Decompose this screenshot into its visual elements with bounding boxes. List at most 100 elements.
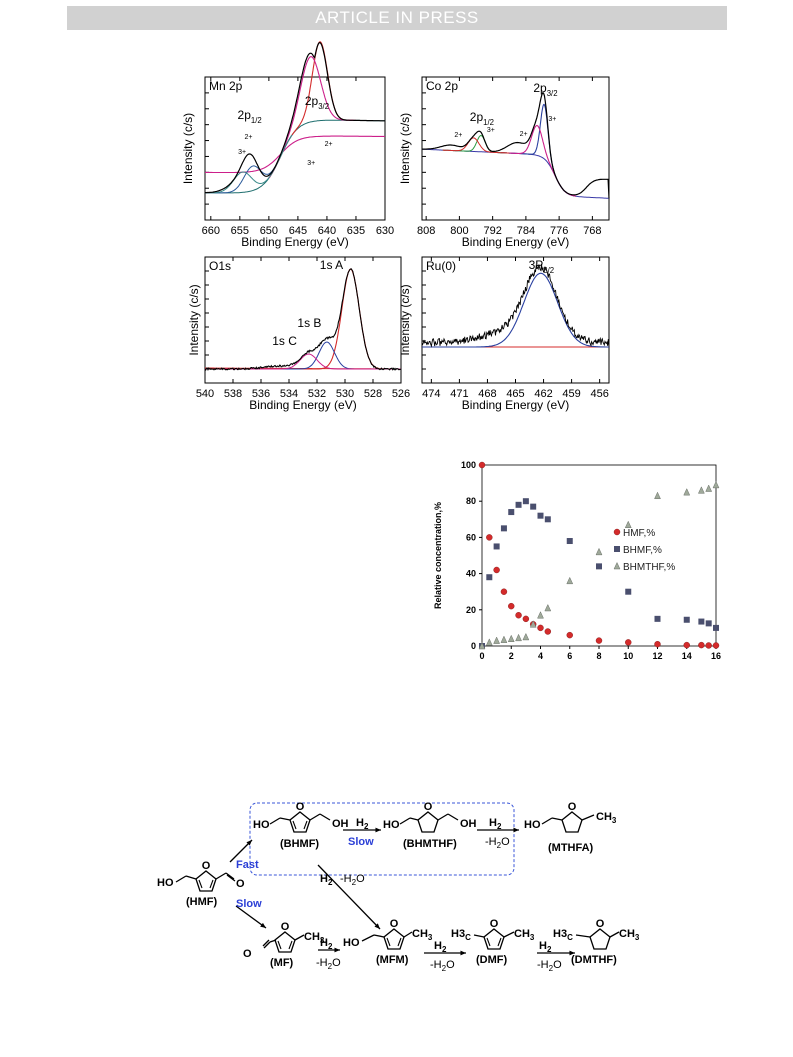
panel-frame <box>204 76 386 221</box>
arrow-head <box>569 950 575 956</box>
data-point-square <box>698 618 705 625</box>
x-tick-label: 660 <box>202 225 220 237</box>
y-tick-label: 0 <box>471 641 476 651</box>
mfm-name: (MFM) <box>376 954 409 966</box>
x-tick-label: 14 <box>682 651 692 661</box>
x-tick-label: 462 <box>534 388 552 400</box>
ru-3p-3-2-label: 3P3/2 <box>529 258 555 275</box>
co-2p-3-2-label: 2p3/2 <box>533 81 557 98</box>
x-axis-label: Binding Energy (eV) <box>462 235 569 249</box>
x-tick-label: 640 <box>318 225 336 237</box>
h2-label: H2 <box>320 873 333 887</box>
y-axis-label: Relative concentration,% <box>433 502 443 609</box>
water-label: -H2O <box>537 959 562 973</box>
bond <box>225 872 235 880</box>
bond <box>309 813 321 821</box>
xps-panel-mn2p: 660 655 650 645 640 635 630 Binding Energy (eV)… <box>181 41 394 249</box>
y-tick-label: 60 <box>466 532 476 542</box>
ring-oxygen: O <box>596 918 605 930</box>
data-point-circle <box>654 640 661 648</box>
mthfa-ch3: CH3 <box>596 811 617 825</box>
o1s-a-label: 1s A <box>320 258 343 272</box>
h2-label: H2 <box>434 940 447 954</box>
xps-panel-ru0: 474 471 468 465 462 459 456 Binding Energy (eV)… <box>398 256 610 412</box>
mf-name: (MF) <box>270 957 294 969</box>
arrow-head <box>374 923 380 929</box>
bond <box>399 817 411 825</box>
data-point-triangle <box>683 488 691 496</box>
mthfa-ho: HO <box>524 819 541 831</box>
arrow-head <box>460 950 466 956</box>
data-point-square <box>544 516 551 523</box>
bond <box>263 941 271 949</box>
x-tick-label: 4 <box>538 651 543 661</box>
mfm-ch3: CH3 <box>412 928 433 942</box>
data-point-square <box>486 574 493 581</box>
bond <box>403 931 413 938</box>
bhmthf-oh: OH <box>460 818 477 830</box>
data-point-square <box>508 509 515 516</box>
bond <box>319 813 331 821</box>
ring-oxygen: O <box>296 801 305 813</box>
x-tick-label: 456 <box>590 388 608 400</box>
x-tick-label: 10 <box>623 651 633 661</box>
y-axis-label: Intensity (c/s) <box>187 284 201 355</box>
data-point-circle <box>595 637 603 644</box>
x-tick-label: 528 <box>364 388 382 400</box>
dashed-box <box>249 802 515 876</box>
slow-label-1: Slow <box>348 836 374 848</box>
measured-spectrum <box>205 42 385 194</box>
x-tick-label: 776 <box>550 225 568 237</box>
legend-marker <box>613 561 621 570</box>
arrow-head <box>334 947 340 953</box>
x-tick-label: 538 <box>224 388 242 400</box>
data-point-triangle <box>537 611 544 619</box>
x-tick-label: 540 <box>196 388 214 400</box>
hmf-aldehyde-o: O <box>236 878 245 890</box>
bond <box>551 817 563 821</box>
legend-label: HMF,% <box>623 528 655 539</box>
panel-title: Mn 2p <box>209 79 243 93</box>
mthfa-ring <box>561 811 583 833</box>
ring-oxygen: O <box>424 801 433 813</box>
x-tick-label: 532 <box>308 388 326 400</box>
hmf-ring <box>195 870 217 892</box>
water-label: -H2O <box>316 957 341 971</box>
data-point-circle <box>705 642 712 649</box>
data-point-circle <box>537 624 544 632</box>
data-point-triangle <box>507 634 515 643</box>
ring-oxygen: O <box>390 918 399 930</box>
bond <box>609 931 620 938</box>
x-tick-label: 784 <box>517 225 535 237</box>
x-tick-label: 536 <box>252 388 270 400</box>
hmf-name: (HMF) <box>186 896 217 908</box>
ring-oxygen: O <box>568 801 577 813</box>
dmf-name: (DMF) <box>476 954 507 966</box>
ox-state-label: 3+ <box>307 160 315 167</box>
mf-aldehyde-o: O <box>243 948 252 960</box>
water-label: -H2O <box>340 873 365 887</box>
x-tick-label: 650 <box>260 225 278 237</box>
bond <box>226 874 236 882</box>
bond <box>503 931 515 938</box>
fit-envelope-curve <box>205 135 386 174</box>
bond <box>185 875 197 880</box>
data-point-square <box>493 543 500 550</box>
x-tick-label: 2 <box>509 651 514 661</box>
arrow-head <box>260 922 266 928</box>
bond <box>175 875 187 883</box>
data-point-circle <box>478 461 486 469</box>
bond <box>581 814 595 821</box>
arrow-head <box>513 827 519 833</box>
x-axis-label: Binding Energy (eV) <box>249 398 356 412</box>
ring-oxygen: O <box>281 921 290 933</box>
data-point-triangle <box>493 636 501 644</box>
bond <box>409 817 419 821</box>
dmf-ring <box>483 928 505 950</box>
y-tick-label: 100 <box>461 460 476 470</box>
fast-label: Fast <box>236 859 259 871</box>
bond <box>541 817 553 825</box>
x-tick-label: 645 <box>289 225 307 237</box>
x-tick-label: 530 <box>336 388 354 400</box>
xps-panel-o1s: 540 538 536 534 532 530 528 526 Binding Energy (… <box>187 256 410 412</box>
